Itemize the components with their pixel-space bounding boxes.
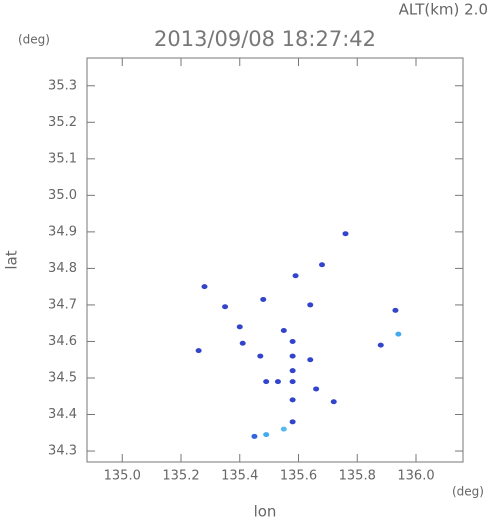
subtitle: ALT(km) 2.0 [399, 1, 488, 19]
echo-point [251, 433, 258, 439]
echo-point [392, 307, 399, 313]
y-tick-label: 35.1 [48, 151, 77, 166]
echo-point [280, 327, 287, 333]
echo-point [289, 368, 296, 374]
chart-title: 2013/09/08 18:27:42 [154, 27, 376, 51]
x-tick-label: 135.8 [339, 469, 376, 484]
x-tick-label: 135.6 [280, 469, 317, 484]
y-tick-label: 34.3 [48, 444, 77, 459]
x-unit: (deg) [452, 485, 484, 499]
echo-point [195, 348, 202, 354]
echo-point [307, 357, 314, 363]
echo-point [289, 338, 296, 344]
echo-point [222, 304, 229, 310]
echo-point [263, 432, 270, 438]
x-tick-label: 135.2 [162, 469, 199, 484]
echo-point [260, 296, 267, 302]
y-unit: (deg) [18, 33, 50, 47]
echo-point [263, 379, 270, 385]
echo-point [201, 284, 208, 290]
echo-point [342, 231, 349, 237]
echo-point [289, 353, 296, 359]
echo-point [280, 426, 287, 432]
y-tick-label: 34.6 [48, 334, 77, 349]
echo-point [289, 419, 296, 425]
echo-point [395, 331, 402, 337]
echo-point [274, 379, 281, 385]
y-tick-label: 34.7 [48, 297, 77, 312]
y-tick-label: 35.3 [48, 78, 77, 93]
echo-point [239, 340, 246, 346]
echo-point [289, 379, 296, 385]
y-tick-label: 34.8 [48, 261, 77, 276]
x-tick-label: 135.0 [104, 469, 141, 484]
echo-point [289, 397, 296, 403]
echo-point [307, 302, 314, 308]
x-tick-label: 135.4 [221, 469, 258, 484]
echo-point [377, 342, 384, 348]
echo-point [313, 386, 320, 392]
y-axis-label: lat [3, 250, 21, 269]
y-tick-label: 35.0 [48, 188, 77, 203]
plot-frame [86, 57, 464, 463]
y-tick-label: 34.4 [48, 407, 77, 422]
x-axis-label: lon [254, 503, 277, 521]
echo-point [319, 262, 325, 268]
y-tick-label: 34.9 [48, 224, 77, 239]
echo-point [257, 353, 264, 359]
echo-point [236, 324, 243, 330]
echo-point [330, 399, 337, 405]
y-tick-label: 34.5 [48, 370, 77, 385]
echo-point [292, 273, 299, 279]
y-tick-label: 35.2 [48, 115, 77, 130]
x-tick-label: 136.0 [397, 469, 434, 484]
